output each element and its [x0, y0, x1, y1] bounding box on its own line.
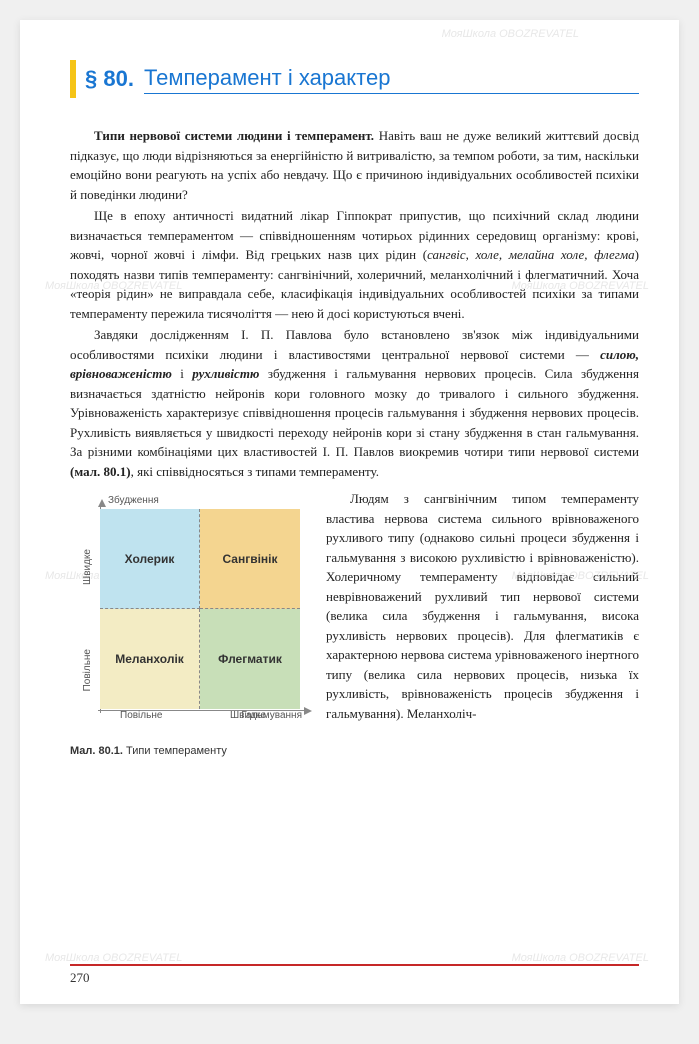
para3-t1: Завдяки дослідженням І. П. Павлова було … [70, 327, 639, 362]
axis-y-fast: Швидке [80, 549, 95, 585]
paragraph-1: Типи нервової системи людини і темпераме… [70, 126, 639, 204]
paragraph-2: Ще в епоху античності видатний лікар Гіп… [70, 206, 639, 323]
section-header: § 80. Темперамент і характер [70, 60, 639, 98]
section-title: Темперамент і характер [144, 65, 639, 94]
caption-num: Мал. 80.1. [70, 745, 123, 757]
quadrant-phlegmatic: Флегматик [200, 609, 300, 709]
paragraph-3: Завдяки дослідженням І. П. Павлова було … [70, 325, 639, 481]
column-left: Холерик Сангвінік Меланхолік Флегматик З… [70, 489, 310, 760]
para3-t2: і [172, 366, 192, 381]
axis-x-fast: Швидке [230, 708, 266, 723]
paragraph-4: Людям з сангвінічним типом темпераменту … [326, 489, 639, 723]
caption-text: Типи темпераменту [123, 745, 227, 757]
quadrant-grid: Холерик Сангвінік Меланхолік Флегматик [100, 509, 300, 709]
column-right: Людям з сангвінічним типом темпераменту … [326, 489, 639, 760]
watermark: МояШкола OBOZREVATEL [45, 952, 182, 964]
section-marker [70, 60, 79, 98]
arrow-right-icon [304, 707, 312, 715]
quadrant-sanguine: Сангвінік [200, 509, 300, 609]
axis-label-top: Збудження [108, 493, 159, 508]
para3-b2: рухливістю [192, 366, 259, 381]
yellow-bar [70, 60, 76, 98]
axis-y-slow: Повільне [80, 649, 95, 691]
section-number: § 80. [79, 66, 140, 92]
watermark: МояШкола OBOZREVATEL [512, 952, 649, 964]
page-number: 270 [70, 970, 90, 986]
temperament-diagram: Холерик Сангвінік Меланхолік Флегматик З… [70, 489, 310, 739]
quadrant-melancholic: Меланхолік [100, 609, 200, 709]
quadrant-choleric: Холерик [100, 509, 200, 609]
axis-x-slow: Повільне [120, 708, 162, 723]
para3-t4: , які співвідносяться з типами темпераме… [131, 464, 379, 479]
two-column-layout: Холерик Сангвінік Меланхолік Флегматик З… [70, 489, 639, 760]
watermark: МояШкола OBOZREVATEL [442, 28, 579, 40]
figure-caption: Мал. 80.1. Типи темпераменту [70, 743, 310, 760]
para3-ref: (мал. 80.1) [70, 464, 131, 479]
arrow-up-icon [98, 499, 106, 507]
para1-lead: Типи нервової системи людини і темпераме… [94, 128, 374, 143]
para2-i1: сангвіс, холе, мелайна холе, флегма [427, 247, 635, 262]
body-text: Типи нервової системи людини і темпераме… [70, 126, 639, 760]
footer-rule [70, 964, 639, 966]
page: МояШкола OBOZREVATEL МояШкола OBOZREVATE… [20, 20, 679, 1004]
